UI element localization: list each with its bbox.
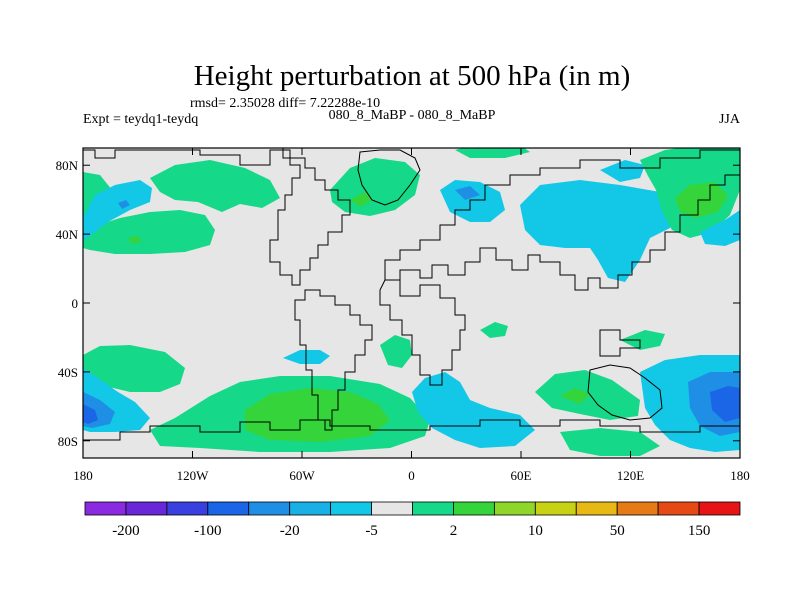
colorbar-label: 2 (450, 523, 458, 539)
colorbar-swatch (84, 501, 127, 516)
colorbar-label: -200 (112, 523, 140, 539)
field-greenland-positive-core (350, 192, 372, 207)
x-axis: 180 120W 60W 0 60E 120E 180 (73, 148, 750, 483)
field-sa-negative (412, 372, 535, 448)
field-wpac-positive (620, 330, 665, 350)
season-label: JJA (719, 112, 741, 127)
colorbar-label: -100 (194, 523, 222, 539)
colorbar-label: 150 (688, 523, 711, 539)
x-tick-label: 0 (408, 468, 415, 483)
colorbar-swatch (575, 501, 618, 516)
colorbar-swatch (657, 501, 700, 516)
field-arctic-positive (455, 148, 530, 158)
contour-fields (83, 148, 740, 456)
colorbar-label: 50 (610, 523, 625, 539)
x-tick-label: 120W (177, 468, 210, 483)
colorbar-swatch (534, 501, 577, 516)
y-tick-label: 80S (58, 434, 78, 449)
field-nepac-negative (700, 210, 740, 246)
y-tick-label: 80N (56, 158, 79, 173)
field-asia-negative (520, 180, 680, 282)
colorbar (84, 501, 741, 516)
coast-antarctica (83, 419, 740, 441)
y-tick-label: 40N (56, 227, 79, 242)
period-label: 080_8_MaBP - 080_8_MaBP (329, 108, 496, 123)
colorbar-swatch (207, 501, 250, 516)
field-npac-negative-core (118, 200, 130, 209)
field-europe-negative-core (455, 186, 480, 200)
y-tick-label: 0 (72, 296, 79, 311)
coast-australia (587, 364, 663, 421)
colorbar-swatch (493, 501, 536, 516)
field-na-positive (150, 160, 280, 212)
coast-maritime (599, 329, 641, 357)
x-tick-label: 60W (289, 468, 315, 483)
colorbar-swatch (453, 501, 495, 516)
colorbar-swatch (371, 501, 413, 516)
field-asia-negative-2 (600, 160, 645, 182)
field-ant-positive (560, 428, 660, 456)
x-tick-label: 60E (511, 468, 532, 483)
colorbar-swatch (698, 501, 741, 516)
field-spac-positive (83, 345, 185, 392)
experiment-label: Expt = teydq1-teydq (83, 112, 198, 127)
field-npac-negative (83, 180, 152, 240)
colorbar-swatch (289, 501, 332, 516)
colorbar-swatch (330, 501, 372, 516)
field-so-east-negative-deep (710, 386, 740, 422)
y-tick-label: 40S (58, 365, 78, 380)
figure-title: Height perturbation at 500 hPa (in m) (194, 60, 631, 92)
x-tick-label: 180 (73, 468, 93, 483)
coastlines (83, 148, 740, 441)
field-sio-positive-core (560, 388, 590, 404)
field-africa-positive (380, 335, 412, 368)
colorbar-label: -20 (280, 523, 300, 539)
field-npac-positive-core (128, 236, 142, 244)
colorbar-swatch (166, 501, 209, 516)
stats-label: rmsd= 2.35028 diff= 7.22288e-10 (190, 96, 380, 111)
coast-africa (379, 279, 466, 386)
colorbar-labels: -200 -100 -20 -5 2 10 50 150 (112, 523, 710, 539)
coast-greenland (357, 149, 421, 206)
y-axis: 80N 40N 0 40S 80S (56, 158, 740, 449)
field-npac-positive (83, 210, 215, 254)
field-spac-negative-deep (83, 404, 98, 424)
colorbar-swatch (616, 501, 659, 516)
x-tick-label: 120E (617, 468, 645, 483)
field-io-positive (480, 322, 508, 338)
coast-eurasia (384, 149, 740, 291)
colorbar-swatch (248, 501, 291, 516)
x-tick-label: 180 (730, 468, 750, 483)
coast-south-america (294, 289, 373, 431)
colorbar-label: 10 (528, 523, 543, 539)
colorbar-swatch (412, 501, 454, 516)
coast-north-america (83, 148, 351, 286)
colorbar-swatch (125, 501, 168, 516)
map-panel: 80N 40N 0 40S 80S 180 120W 60W 0 60E 120E 180 (56, 147, 750, 483)
colorbar-label: -5 (365, 523, 378, 539)
